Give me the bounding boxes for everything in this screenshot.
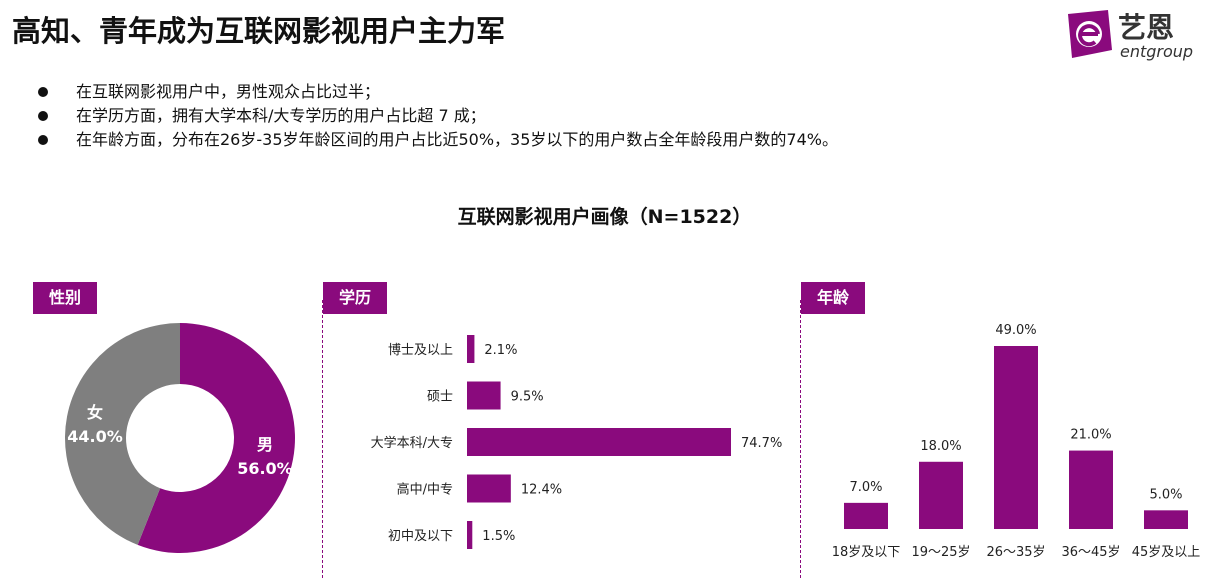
bar [994,346,1038,529]
bar [467,428,731,456]
slice-value-label: 44.0% [67,427,123,446]
chart-title: 互联网影视用户画像（N=1522） [457,206,752,228]
slice-value-label: 56.0% [237,459,293,478]
bar-value-label: 5.0% [1149,487,1182,502]
bar-value-label: 49.0% [995,323,1036,338]
bar-value-label: 21.0% [1070,428,1111,443]
bar-value-label: 2.1% [484,343,517,358]
bar [844,502,888,529]
logo-subtitle: entgroup [1120,42,1194,61]
category-label: 18岁及以下 [832,545,901,560]
bar-value-label: 7.0% [849,480,882,495]
pie-slice [64,323,180,545]
bar [467,521,473,549]
education-bar-chart: 博士及以上 2.1% 硕士 9.5% 大学本科/大专 74.7% 高中/中专 12.4% 初中及… [371,335,782,549]
bar [919,461,963,529]
panel-tag-education: 学历 [323,282,388,314]
bar-value-label: 1.5% [482,529,515,544]
bullet-item: 在互联网影视用户中，男性观众占比过半； [38,80,838,104]
bullet-list: 在互联网影视用户中，男性观众占比过半； 在学历方面，拥有大学本科/大专学历的用户… [38,80,838,152]
bar-value-label: 12.4% [521,483,562,498]
panel-divider [800,300,801,578]
brand-logo: 艺恩 entgroup [1058,4,1206,64]
bar-value-label: 9.5% [511,390,544,405]
bar [1144,510,1188,529]
bar-value-label: 18.0% [920,439,961,454]
bullet-item: 在年龄方面，分布在26岁-35岁年龄区间的用户占比近50%，35岁以下的用户数占… [38,128,838,152]
age-bar-chart: 7.0% 18岁及以下 18.0% 19～25岁 49.0% 26～35岁 21.0% 36～… [832,323,1201,560]
panel-tag-gender: 性别 [33,282,98,314]
entgroup-logo-icon [1068,10,1112,58]
bar [1069,450,1113,529]
slice-label: 男 [257,435,273,454]
slice-label: 女 [87,403,103,422]
category-label: 高中/中专 [397,482,453,498]
bar [467,474,511,503]
bar-value-label: 74.7% [741,436,782,451]
category-label: 博士及以上 [388,343,453,358]
page-title: 高知、青年成为互联网影视用户主力军 [12,14,506,48]
bar [467,381,501,410]
category-label: 45岁及以上 [1132,545,1201,560]
panel-divider [322,300,323,578]
category-label: 硕士 [427,390,453,405]
category-label: 大学本科/大专 [371,435,453,451]
bullet-item: 在学历方面，拥有大学本科/大专学历的用户占比超 7 成； [38,104,838,128]
logo-name: 艺恩 [1118,11,1175,44]
category-label: 初中及以下 [388,529,453,544]
category-label: 26～35岁 [986,545,1045,560]
category-label: 19～25岁 [911,545,970,560]
gender-donut-chart: 男 56.0% 女 44.0% [64,323,295,553]
category-label: 36～45岁 [1061,545,1120,560]
bar [467,335,475,363]
pie-slice [137,323,295,553]
panel-tag-age: 年龄 [801,282,866,314]
